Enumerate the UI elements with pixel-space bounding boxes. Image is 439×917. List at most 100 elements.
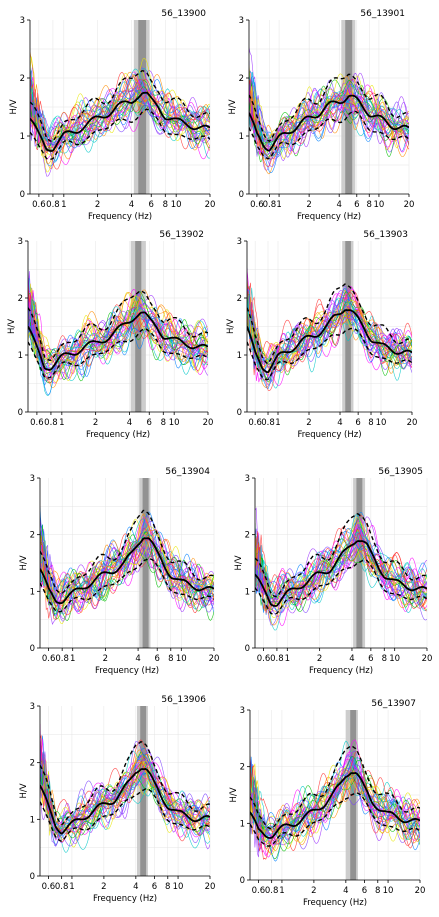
window-curve bbox=[247, 267, 412, 382]
x-tick-label: 1 bbox=[61, 200, 66, 210]
window-curve bbox=[250, 770, 420, 845]
x-tick-label: 0.8 bbox=[55, 882, 69, 892]
x-tick-label: 6 bbox=[355, 418, 360, 428]
x-tick-label: 8 bbox=[382, 654, 387, 664]
std-lower-curve bbox=[28, 327, 208, 379]
y-tick-label: 2 bbox=[240, 763, 245, 773]
x-axis-title: Frequency (Hz) bbox=[95, 666, 159, 676]
x-tick-label: 6 bbox=[154, 654, 159, 664]
x-tick-label: 4 bbox=[337, 418, 342, 428]
y-axis-title: H/V bbox=[19, 783, 29, 798]
window-curve bbox=[249, 79, 409, 158]
x-tick-label: 0.6 bbox=[252, 886, 266, 896]
x-tick-label: 10 bbox=[169, 418, 180, 428]
chart-title: 56_13904 bbox=[165, 467, 210, 477]
x-tick-label: 10 bbox=[376, 418, 387, 428]
x-tick-label: 20 bbox=[422, 654, 433, 664]
median-curve bbox=[247, 309, 412, 374]
y-tick-label: 2 bbox=[30, 531, 35, 541]
x-tick-label: 1 bbox=[276, 200, 281, 210]
x-tick-label: 0.6 bbox=[250, 200, 264, 210]
window-curve bbox=[255, 528, 427, 626]
y-tick-label: 2 bbox=[18, 294, 23, 304]
chart-title: 56_13903 bbox=[363, 230, 408, 240]
std-upper-curve bbox=[40, 509, 214, 594]
median-curve bbox=[28, 311, 208, 371]
window-curve bbox=[250, 751, 420, 860]
window-curve bbox=[40, 507, 214, 616]
window-curve bbox=[40, 534, 214, 610]
median-curve bbox=[40, 768, 210, 835]
window-curves bbox=[247, 267, 412, 392]
window-curve bbox=[28, 291, 208, 366]
median-curve bbox=[255, 540, 427, 607]
y-tick-label: 1 bbox=[245, 587, 250, 597]
window-curve bbox=[40, 760, 210, 829]
y-tick-label: 1 bbox=[237, 351, 242, 361]
x-tick-label: 0.6 bbox=[32, 200, 46, 210]
x-tick-label: 8 bbox=[161, 418, 166, 428]
y-axis-title: H/V bbox=[7, 319, 17, 334]
window-curve bbox=[255, 527, 427, 612]
y-tick-label: 0 bbox=[240, 876, 245, 886]
x-axis-title: Frequency (Hz) bbox=[93, 894, 157, 904]
window-curves bbox=[40, 507, 214, 625]
x-tick-label: 1 bbox=[279, 886, 284, 896]
x-tick-label: 0.8 bbox=[263, 200, 277, 210]
window-curves bbox=[28, 269, 208, 396]
y-tick-label: 3 bbox=[237, 237, 242, 247]
window-curve bbox=[40, 534, 214, 613]
window-curve bbox=[30, 79, 210, 163]
std-upper-curve bbox=[255, 513, 427, 598]
window-curve bbox=[28, 285, 208, 381]
x-tick-label: 8 bbox=[367, 200, 372, 210]
x-tick-label: 20 bbox=[415, 886, 426, 896]
y-tick-label: 3 bbox=[30, 474, 35, 484]
y-tick-label: 0 bbox=[237, 408, 242, 418]
x-tick-label: 0.8 bbox=[44, 418, 58, 428]
y-tick-label: 1 bbox=[30, 587, 35, 597]
window-curve bbox=[28, 298, 208, 371]
std-lower-curve bbox=[30, 108, 210, 160]
window-curve bbox=[30, 81, 210, 147]
x-axis-title: Frequency (Hz) bbox=[297, 212, 361, 222]
y-tick-label: 0 bbox=[18, 408, 23, 418]
x-tick-label: 8 bbox=[163, 200, 168, 210]
window-curve bbox=[40, 759, 210, 842]
window-curve bbox=[40, 526, 214, 614]
y-tick-label: 2 bbox=[245, 531, 250, 541]
window-curve bbox=[255, 514, 427, 611]
x-tick-label: 20 bbox=[205, 200, 216, 210]
x-tick-label: 10 bbox=[171, 200, 182, 210]
x-tick-label: 4 bbox=[336, 200, 341, 210]
x-tick-label: 1 bbox=[275, 418, 280, 428]
x-tick-label: 8 bbox=[165, 882, 170, 892]
std-upper-curve bbox=[30, 70, 210, 143]
chart-title: 56_13902 bbox=[159, 230, 204, 240]
window-curve bbox=[28, 293, 208, 370]
x-tick-label: 2 bbox=[306, 200, 311, 210]
y-axis-title: H/V bbox=[226, 319, 236, 334]
std-lower-curve bbox=[40, 788, 210, 842]
std-lower-curve bbox=[255, 559, 427, 615]
x-tick-label: 0.6 bbox=[30, 418, 44, 428]
x-tick-label: 4 bbox=[135, 654, 140, 664]
std-lower-curve bbox=[250, 792, 420, 847]
window-curve bbox=[250, 770, 420, 840]
x-tick-label: 6 bbox=[368, 654, 373, 664]
window-curve bbox=[30, 64, 210, 177]
y-tick-label: 3 bbox=[240, 706, 245, 716]
x-tick-label: 2 bbox=[95, 200, 100, 210]
window-curve bbox=[28, 314, 208, 373]
x-tick-label: 4 bbox=[127, 418, 132, 428]
x-tick-label: 10 bbox=[374, 200, 385, 210]
x-tick-label: 4 bbox=[133, 882, 138, 892]
x-tick-label: 0.8 bbox=[261, 418, 275, 428]
y-tick-label: 3 bbox=[30, 702, 35, 712]
y-tick-label: 0 bbox=[20, 190, 25, 200]
x-axis-title: Frequency (Hz) bbox=[86, 430, 150, 440]
